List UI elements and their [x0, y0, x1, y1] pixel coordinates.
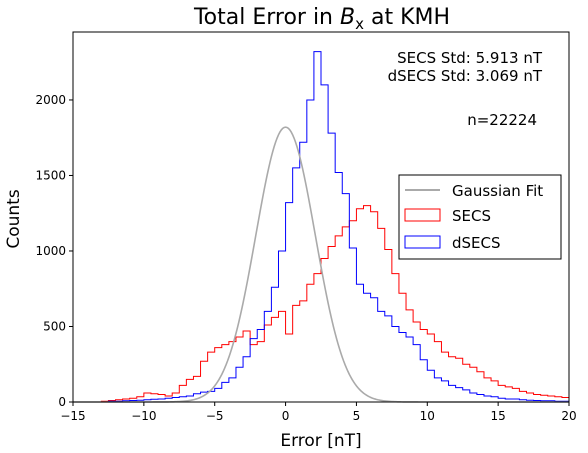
legend-frame	[398, 174, 562, 260]
legend-dsecs-swatch	[404, 235, 441, 249]
histogram-secs	[73, 205, 569, 403]
y-tick-label: 1500	[35, 168, 66, 182]
dsecs-std-annotation: dSECS Std: 3.069 nT	[388, 67, 543, 85]
y-axis-label: Counts	[4, 189, 24, 248]
y-tick-label: 500	[43, 319, 66, 333]
title-variable: B	[340, 5, 355, 30]
x-tick-label: 20	[561, 409, 576, 423]
x-tick-label: 0	[282, 409, 290, 423]
title-suffix: at KMH	[364, 5, 450, 30]
x-tick-label: 5	[353, 409, 361, 423]
x-tick-label: −5	[206, 409, 224, 423]
plot-frame	[72, 31, 570, 403]
legend-gaussian-label: Gaussian Fit	[452, 182, 543, 200]
secs-std-annotation: SECS Std: 5.913 nT	[397, 49, 543, 67]
x-axis-label: Error [nT]	[280, 431, 361, 451]
chart-title: Total Error in Bx at KMH	[193, 5, 450, 33]
y-tick-label: 1000	[35, 244, 66, 258]
x-tick-label: 15	[491, 409, 506, 423]
legend: Gaussian Fit SECS dSECS	[398, 174, 562, 260]
gaussian-fit-curve	[73, 126, 569, 403]
y-tick-label: 0	[58, 395, 66, 409]
annotations: SECS Std: 5.913 nT dSECS Std: 3.069 nT n…	[388, 49, 543, 129]
legend-dsecs-label: dSECS	[452, 234, 501, 252]
legend-secs-label: SECS	[452, 207, 491, 225]
x-tick-label: −15	[60, 409, 85, 423]
y-tick-label: 2000	[35, 93, 66, 107]
plot-area: −15 −10 −5 0 5 10 15 20 0 500 1000 1500 2000	[35, 31, 577, 423]
title-subscript: x	[355, 15, 364, 33]
histogram-dsecs	[73, 51, 569, 403]
x-tick-label: −10	[131, 409, 156, 423]
sample-count-annotation: n=22224	[467, 111, 537, 129]
x-tick-label: 10	[420, 409, 435, 423]
legend-secs-swatch	[404, 208, 441, 222]
title-prefix: Total Error in	[193, 5, 340, 30]
